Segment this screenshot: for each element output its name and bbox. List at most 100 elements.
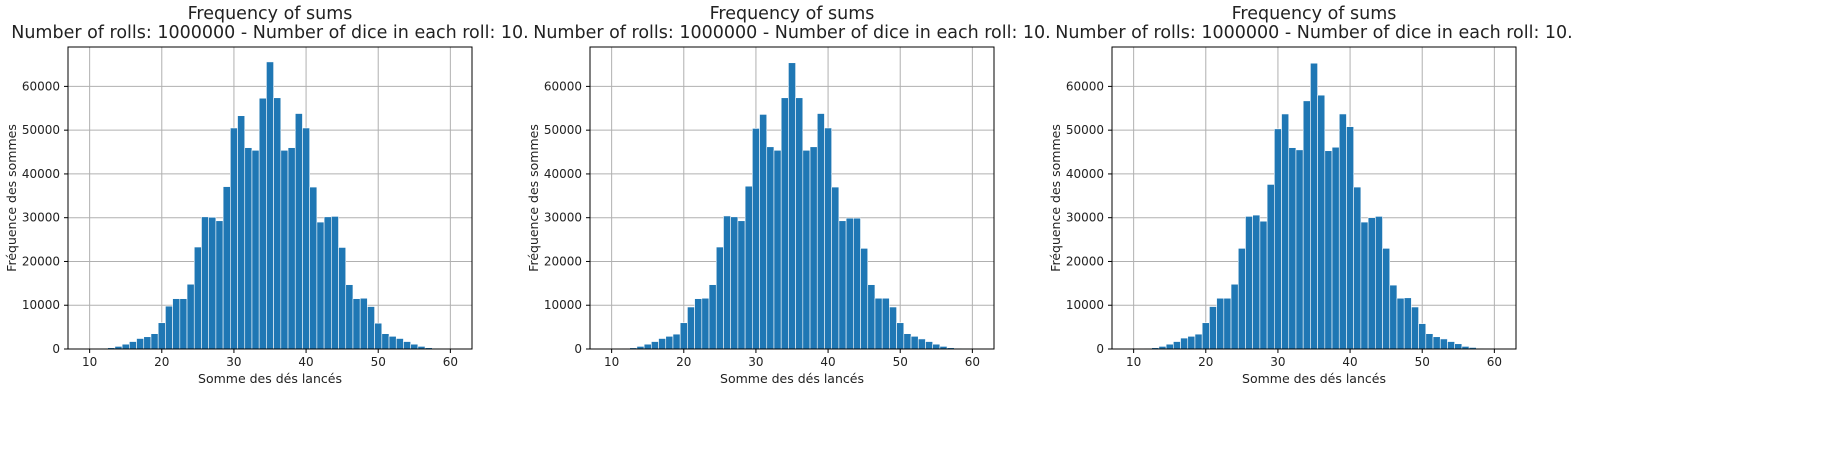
chart-subtitle: Number of rolls: 1000000 - Number of dic… (533, 23, 1051, 43)
bar-sum-21 (165, 305, 173, 350)
bar-sum-16 (1173, 341, 1181, 350)
x-axis-label: Somme des dés lancés (720, 371, 864, 386)
x-tick-label: 30 (1270, 355, 1285, 369)
bar-sum-22 (694, 298, 703, 350)
y-tick-label: 30000 (1066, 211, 1104, 225)
bar-sum-54 (403, 341, 411, 350)
bar-sum-45 (1382, 248, 1391, 350)
x-axis-label: Somme des dés lancés (198, 371, 342, 386)
x-tick-label: 10 (82, 355, 97, 369)
bars (92, 61, 455, 350)
bar-sum-33 (1295, 149, 1304, 350)
bar-sum-34 (1302, 100, 1311, 350)
bar-sum-15 (1165, 343, 1174, 350)
y-tick-label: 20000 (22, 254, 60, 268)
bars (1136, 62, 1499, 350)
bar-sum-18 (665, 336, 674, 350)
bar-sum-46 (345, 284, 354, 350)
y-tick-label: 50000 (1066, 123, 1104, 137)
bar-sum-23 (179, 298, 188, 350)
bar-sum-43 (845, 217, 854, 350)
bar-sum-29 (744, 185, 753, 350)
y-tick-label: 50000 (22, 123, 60, 137)
bar-sum-39 (816, 113, 825, 350)
bar-sum-46 (1389, 284, 1398, 350)
y-tick-label: 60000 (544, 79, 582, 93)
chart-subtitle: Number of rolls: 1000000 - Number of dic… (11, 23, 529, 43)
x-tick-label: 10 (1126, 355, 1141, 369)
bar-sum-43 (323, 216, 332, 350)
bar-sum-43 (1367, 217, 1376, 350)
bar-sum-44 (853, 217, 861, 350)
bar-sum-18 (143, 336, 152, 350)
bar-sum-50 (896, 322, 905, 350)
bar-sum-39 (1338, 113, 1347, 350)
bar-sum-23 (1223, 297, 1232, 350)
x-tick-label: 20 (1198, 355, 1213, 369)
bar-sum-54 (1447, 341, 1455, 350)
bar-sum-15 (121, 343, 130, 350)
plot-frame (67, 46, 473, 350)
y-axis-label: Fréquence des sommes (1048, 124, 1063, 272)
x-tick-label: 40 (298, 355, 313, 369)
bar-sum-30 (1274, 128, 1282, 350)
y-tick-label: 10000 (1066, 298, 1104, 312)
x-tick-label: 20 (676, 355, 691, 369)
y-axis: 0 10000 20000 30000 40000 50000 60000 (22, 79, 68, 356)
bar-sum-33 (251, 149, 260, 350)
x-tick-label: 60 (1487, 355, 1502, 369)
bar-sum-27 (730, 216, 739, 350)
x-tick-label: 30 (226, 355, 241, 369)
bar-sum-49 (367, 306, 375, 350)
bar-sum-29 (1266, 184, 1275, 350)
y-tick-label: 20000 (1066, 254, 1104, 268)
bar-sum-21 (1209, 306, 1217, 350)
bar-sum-51 (1425, 333, 1434, 350)
bar-sum-23 (701, 297, 710, 350)
bar-sum-42 (838, 220, 847, 350)
bar-sum-47 (352, 298, 361, 350)
bar-sum-35 (1310, 62, 1318, 350)
bar-sum-42 (1360, 221, 1369, 350)
bar-sum-36 (795, 97, 804, 350)
bar-sum-19 (1194, 333, 1203, 350)
bar-sum-25 (1237, 248, 1246, 350)
bar-sum-41 (831, 186, 840, 350)
y-tick-label: 40000 (544, 167, 582, 181)
bar-sum-32 (244, 147, 253, 350)
bar-sum-40 (302, 127, 310, 350)
bar-sum-25 (193, 246, 202, 350)
bar-sum-55 (1454, 343, 1463, 350)
bar-sum-38 (809, 146, 818, 350)
bar-sum-31 (237, 115, 246, 350)
bar-sum-55 (932, 343, 941, 350)
y-tick-label: 10000 (544, 298, 582, 312)
bar-sum-27 (1252, 214, 1261, 350)
bar-sum-36 (273, 97, 282, 350)
y-tick-label: 30000 (544, 211, 582, 225)
bar-sum-53 (395, 338, 404, 350)
x-axis: 10 20 30 40 50 60 (604, 349, 980, 369)
x-tick-label: 10 (604, 355, 619, 369)
bar-sum-31 (1281, 113, 1290, 350)
bar-sum-35 (788, 62, 796, 350)
bar-sum-51 (903, 333, 912, 350)
bar-sum-42 (316, 221, 325, 350)
bar-sum-20 (1201, 322, 1210, 350)
bar-sum-53 (917, 338, 926, 350)
bars (614, 62, 977, 350)
y-axis: 0 10000 20000 30000 40000 50000 60000 (1066, 79, 1112, 356)
bar-sum-35 (266, 61, 274, 350)
y-tick-label: 30000 (22, 211, 60, 225)
bar-sum-48 (881, 297, 890, 350)
bar-sum-17 (1180, 337, 1189, 350)
x-axis: 10 20 30 40 50 60 (1126, 349, 1502, 369)
bar-sum-32 (766, 146, 775, 350)
bar-sum-48 (359, 297, 368, 350)
bar-sum-34 (780, 97, 789, 350)
bar-sum-24 (1230, 283, 1239, 350)
